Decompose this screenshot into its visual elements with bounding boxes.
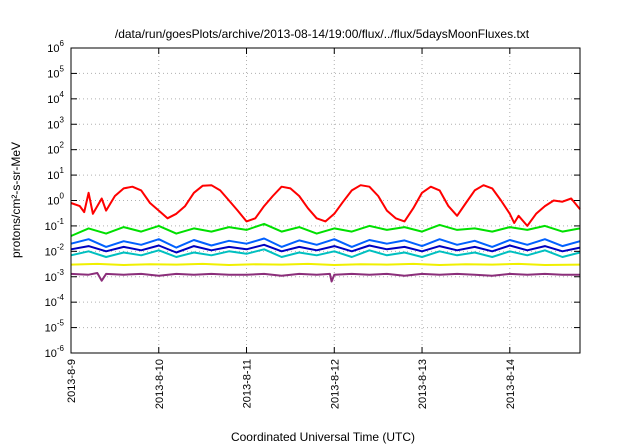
y-tick-label: 10-2: [45, 242, 65, 258]
y-tick-label: 10-5: [45, 319, 65, 335]
series-line-7: [70, 272, 580, 283]
series-line-3: [70, 248, 581, 258]
x-tick-label: 2013-8-10: [154, 359, 166, 409]
y-tick-label: 106: [47, 39, 64, 55]
x-tick-label: 2013-8-12: [329, 359, 341, 409]
x-tick-label: 2013-8-11: [242, 359, 254, 408]
x-tick-label: 2013-8-9: [66, 359, 78, 403]
x-axis: 2013-8-9 2013-8-10 2013-8-11 2013-8-12 2013-…: [66, 48, 517, 409]
chart-title: /data/run/goesPlots/archive/2013-08-14/1…: [115, 27, 530, 41]
y-tick-label: 10-4: [45, 293, 65, 309]
x-tick-label: 2013-8-13: [417, 359, 429, 409]
y-tick-label: 100: [47, 192, 64, 208]
x-axis-label: Coordinated Universal Time (UTC): [231, 430, 415, 444]
y-axis: 10-6 10-5 10-4 10-3 10-2 10-1 100 101 102 103 104 1…: [45, 39, 580, 360]
y-tick-label: 10-1: [45, 217, 65, 233]
y-tick-label: 103: [47, 115, 64, 131]
series-line-2: [70, 222, 581, 237]
y-tick-label: 10-6: [45, 344, 65, 360]
y-tick-label: 10-3: [45, 268, 65, 284]
series-line-5: [70, 243, 581, 254]
y-axis-label: protons/cm²-s-sr-MeV: [9, 142, 23, 258]
y-tick-label: 102: [47, 141, 64, 157]
series-layer: [70, 184, 581, 283]
x-tick-label: 2013-8-14: [505, 359, 517, 409]
series-line-6: [70, 262, 581, 266]
y-tick-label: 104: [47, 90, 64, 106]
y-tick-label: 105: [47, 64, 64, 80]
y-tick-label: 101: [47, 166, 64, 182]
series-line-1: [70, 184, 581, 227]
series-line-4: [70, 237, 581, 249]
